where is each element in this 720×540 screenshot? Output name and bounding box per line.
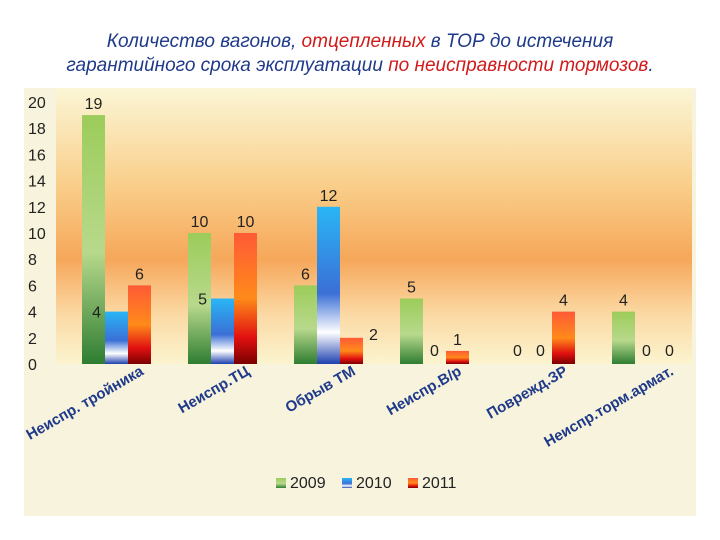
legend-swatch-2010 [342,478,352,488]
data-label: 0 [536,343,545,360]
data-label: 4 [619,293,628,310]
data-label: 10 [237,214,255,231]
data-label: 0 [513,343,522,360]
data-label: 0 [665,343,674,360]
data-label: 4 [559,293,568,310]
y-axis: 0 2 4 6 8 10 12 14 16 18 20 [28,95,46,374]
y-tick-label: 2 [28,331,37,348]
bars-group [82,115,635,364]
bar-2011 [234,233,257,364]
data-label: 5 [407,280,416,297]
bar-2009 [400,298,423,364]
chart-title: Количество вагонов, отцепленных в ТОР до… [0,30,720,78]
title-highlight: по неисправности тормозов [388,55,649,76]
bar-2009 [612,311,635,364]
data-label: 12 [320,188,338,205]
bar-2010 [105,311,128,364]
y-tick-label: 18 [28,121,46,138]
legend-label: 2009 [290,475,326,492]
bar-2009 [82,115,105,364]
bar-2011 [446,350,469,364]
data-label: 2 [369,327,378,344]
legend-swatch-2009 [276,478,286,488]
legend-swatch-2011 [408,478,418,488]
data-label: 10 [191,214,209,231]
data-label: 1 [453,332,462,349]
y-tick-label: 16 [28,147,46,164]
y-tick-label: 4 [28,305,37,322]
data-label: 6 [135,266,144,283]
data-label: 6 [301,266,310,283]
data-label: 4 [92,305,101,322]
bar-2009 [188,233,211,364]
data-label: 19 [85,96,103,113]
title-highlight: отцепленных [301,31,426,52]
bar-2010 [211,298,234,364]
y-tick-label: 20 [28,95,46,112]
bar-2011 [128,285,151,364]
bar-2009 [294,285,317,364]
y-tick-label: 12 [28,200,46,217]
bar-2010 [317,206,340,364]
legend: 2009 2010 2011 [276,475,457,492]
title-part: Количество вагонов, [106,31,302,52]
data-label: 5 [198,292,207,309]
legend-label: 2010 [356,475,392,492]
y-tick-label: 10 [28,226,46,243]
bar-2011 [340,337,363,364]
data-label: 0 [642,343,651,360]
plot-area [56,88,692,364]
title-part: в ТОР до истечения [425,31,614,52]
data-label: 0 [430,343,439,360]
bar-2011 [552,311,575,364]
y-tick-label: 14 [28,174,46,191]
title-part: . [648,55,654,76]
y-tick-label: 0 [28,357,37,374]
legend-label: 2011 [422,475,457,492]
y-tick-label: 6 [28,278,37,295]
title-part: гарантийного срока эксплуатации [66,55,389,76]
y-tick-label: 8 [28,252,37,269]
